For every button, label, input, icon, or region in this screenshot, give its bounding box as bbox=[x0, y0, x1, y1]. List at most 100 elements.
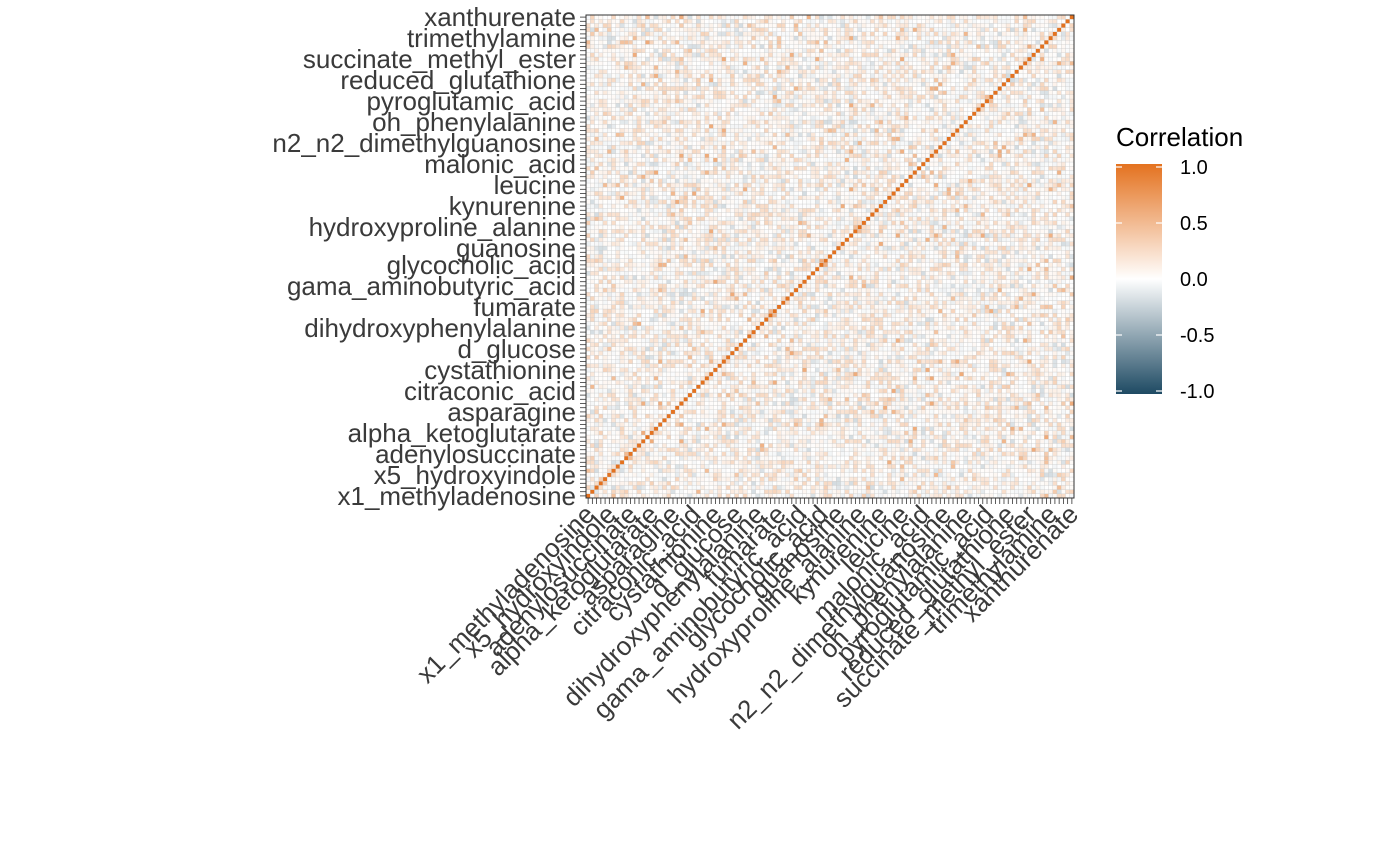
heatmap-cell bbox=[997, 321, 1003, 326]
heatmap-cell bbox=[632, 392, 638, 398]
heatmap-cell bbox=[645, 342, 650, 347]
heatmap-cell bbox=[768, 476, 773, 482]
heatmap-cell bbox=[785, 426, 790, 431]
heatmap-cell bbox=[1061, 380, 1066, 385]
heatmap-cell bbox=[674, 443, 680, 448]
heatmap-cell bbox=[793, 468, 799, 473]
heatmap-cell bbox=[679, 472, 684, 478]
heatmap-cell bbox=[1039, 468, 1045, 473]
heatmap-cell bbox=[1061, 342, 1066, 347]
heatmap-cell bbox=[1031, 468, 1036, 473]
heatmap-cell bbox=[912, 342, 918, 347]
heatmap-cell bbox=[980, 359, 986, 364]
heatmap-cell bbox=[857, 493, 862, 499]
heatmap-cell bbox=[1052, 321, 1058, 326]
heatmap-cell bbox=[895, 346, 901, 352]
heatmap-cell bbox=[611, 468, 616, 473]
heatmap-cell bbox=[1022, 401, 1028, 406]
heatmap-cell bbox=[781, 401, 786, 406]
heatmap-cell bbox=[662, 367, 667, 373]
heatmap-cell bbox=[713, 401, 718, 406]
heatmap-cell bbox=[887, 451, 892, 457]
heatmap-cell bbox=[831, 455, 837, 461]
heatmap-cell bbox=[878, 397, 884, 402]
heatmap-cell bbox=[1001, 342, 1007, 347]
heatmap-cell bbox=[666, 359, 672, 364]
heatmap-cell bbox=[1061, 350, 1066, 356]
heatmap-cell bbox=[891, 430, 896, 436]
heatmap-cell bbox=[844, 346, 850, 352]
heatmap-cell bbox=[1001, 464, 1007, 469]
heatmap-cell bbox=[933, 388, 939, 394]
heatmap-cell bbox=[598, 439, 604, 444]
heatmap-cell bbox=[1039, 342, 1045, 347]
heatmap-cell bbox=[904, 485, 909, 490]
heatmap-cell bbox=[1018, 367, 1024, 373]
heatmap-cell bbox=[700, 418, 705, 423]
heatmap-cell bbox=[844, 371, 850, 377]
heatmap-cell bbox=[959, 392, 964, 398]
heatmap-cell bbox=[878, 447, 884, 452]
heatmap-cell bbox=[942, 359, 947, 364]
heatmap-cell bbox=[810, 422, 816, 427]
heatmap-cell bbox=[721, 485, 727, 490]
heatmap-cell bbox=[645, 472, 650, 478]
heatmap-cell bbox=[704, 329, 710, 335]
heatmap-cell bbox=[929, 455, 935, 461]
heatmap-cell bbox=[691, 430, 697, 436]
heatmap-cell bbox=[976, 485, 981, 490]
heatmap-cell bbox=[857, 489, 862, 494]
heatmap-cell bbox=[959, 376, 964, 381]
heatmap-cell bbox=[781, 325, 786, 331]
heatmap-cell bbox=[598, 359, 604, 364]
heatmap-cell bbox=[721, 346, 727, 352]
heatmap-cell bbox=[602, 434, 608, 440]
heatmap-cell bbox=[1035, 363, 1041, 368]
heatmap-cell bbox=[848, 401, 854, 406]
heatmap-cell bbox=[674, 464, 680, 469]
heatmap-cell bbox=[1005, 346, 1011, 352]
heatmap-cell bbox=[785, 350, 790, 356]
heatmap-cell bbox=[607, 359, 612, 364]
heatmap-cell bbox=[963, 468, 969, 473]
heatmap-cell bbox=[887, 388, 892, 394]
heatmap-cell bbox=[899, 493, 905, 499]
heatmap-cell bbox=[925, 346, 930, 352]
heatmap-cell bbox=[929, 342, 935, 347]
heatmap-cell bbox=[870, 401, 875, 406]
heatmap-cell bbox=[988, 325, 994, 331]
heatmap-cell bbox=[1027, 397, 1032, 402]
heatmap-cell bbox=[704, 476, 710, 482]
heatmap-cell bbox=[921, 405, 926, 410]
heatmap-cell bbox=[776, 388, 782, 394]
heatmap-cell bbox=[594, 413, 599, 419]
heatmap-cell bbox=[708, 481, 714, 486]
heatmap-cell bbox=[870, 388, 875, 394]
heatmap-cell bbox=[827, 355, 833, 360]
heatmap-cell bbox=[938, 380, 943, 385]
heatmap-cell bbox=[590, 376, 595, 381]
heatmap-cell bbox=[619, 392, 625, 398]
heatmap-cell bbox=[1018, 334, 1024, 339]
heatmap-cell bbox=[742, 346, 748, 352]
heatmap-cell bbox=[636, 367, 642, 373]
heatmap-cell bbox=[1018, 409, 1024, 415]
heatmap-cell bbox=[815, 481, 820, 486]
heatmap-cell bbox=[1018, 476, 1024, 482]
heatmap-cell bbox=[793, 455, 799, 461]
heatmap-cell bbox=[1048, 405, 1053, 410]
heatmap-cell bbox=[1010, 367, 1015, 373]
heatmap-cell bbox=[844, 329, 850, 335]
heatmap-cell bbox=[696, 485, 701, 490]
heatmap-cell bbox=[950, 329, 956, 335]
heatmap-cell bbox=[717, 329, 722, 335]
heatmap-cell bbox=[963, 397, 969, 402]
heatmap-cell bbox=[929, 392, 935, 398]
heatmap-cell bbox=[691, 325, 697, 331]
heatmap-cell bbox=[768, 325, 773, 331]
heatmap-cell bbox=[607, 367, 612, 373]
heatmap-cell bbox=[878, 380, 884, 385]
heatmap-cell bbox=[674, 359, 680, 364]
heatmap-cell bbox=[734, 329, 739, 335]
heatmap-cell bbox=[645, 418, 650, 423]
